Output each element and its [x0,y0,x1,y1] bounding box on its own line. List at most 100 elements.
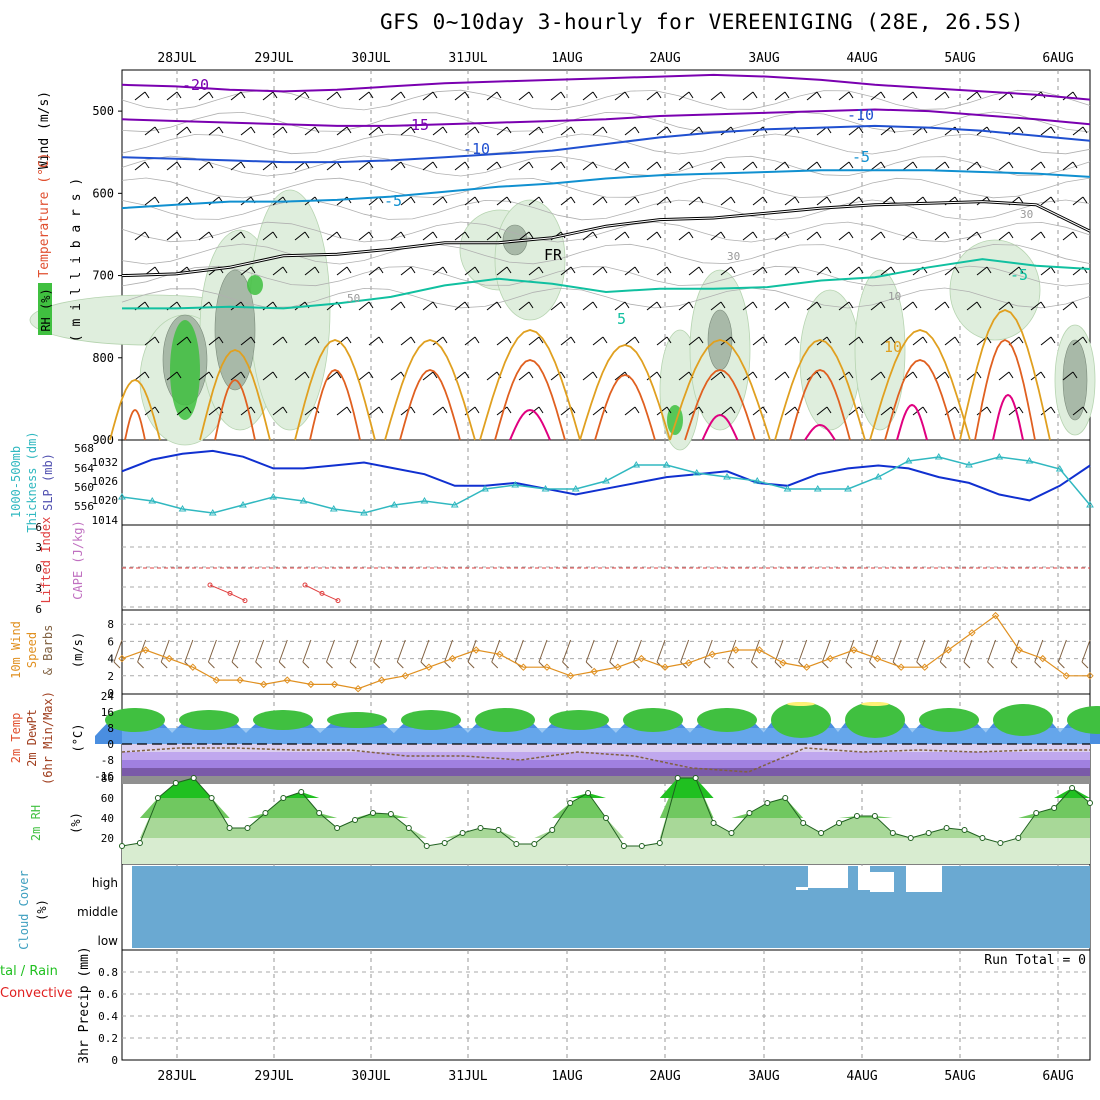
wind-barb-flag [858,336,864,344]
wind-barb-staff [464,196,476,206]
barb-staff [562,639,572,663]
wind-barb-flag [570,196,576,204]
temp-contour-10 [384,339,476,441]
wind-barb-flag [442,266,448,274]
barb-staff [1010,639,1020,663]
wind-speed-marker [637,654,646,663]
wind-barb-flag [496,301,502,309]
barb-staff [750,639,760,663]
rh-tick-label: 40 [101,812,114,825]
barb-flag [231,661,239,669]
cloud-level-label: low [98,934,119,948]
wind-barb [998,231,1014,241]
wind-barb-staff [390,301,402,311]
wind-barb [678,231,694,241]
wind-barb-flag [848,161,854,169]
wind-speed-marker [755,646,764,654]
wind-barb [198,91,214,101]
wind-barb-flag [698,406,704,414]
wind-barb-10m [869,639,878,669]
wind-barb-10m [396,639,406,669]
wind-barb-flag [634,126,640,134]
temp-band-below-zero [122,768,1090,776]
thickness-marker [844,485,852,492]
lifted-index-tick: 3 [35,541,42,554]
wind-barb-flag [1008,231,1014,239]
wind-barb-staff [496,196,508,206]
wind-barb-flag [1072,91,1078,99]
wind-barb [326,371,342,381]
wind-barb [678,161,694,171]
wind-barb-flag [1050,406,1056,414]
wind-barb-10m [373,639,383,669]
wind-barb-staff [710,91,722,101]
wind-barb-flag [592,231,598,239]
barb-flag [1081,661,1089,669]
wind-barb-flag [720,231,726,239]
wind-barb-flag [400,231,406,239]
wind-barb [166,161,182,171]
rh-marker [495,827,502,833]
rh-marker [387,811,394,817]
wind-barb-10m [255,639,265,669]
thickness-marker [450,501,459,508]
wind-barb-staff [528,196,540,206]
wind-barb [902,91,918,101]
wind-barb-flag [848,91,854,99]
wind-speed-marker [425,663,433,671]
temp-contour-20 [896,403,928,441]
rh-contour [121,155,1091,177]
wind-speed-marker [259,680,268,689]
wind-barb-staff [624,126,636,136]
wind-speed-marker [165,654,173,663]
wind-barb [944,266,960,276]
wind-barb-staff [784,196,796,206]
wind-barb [560,196,576,206]
wind-barb-flag [912,161,918,169]
slp-tick-label: 1020 [92,494,119,507]
temp-contour--15 [121,108,1091,127]
wind-barb-staff [294,371,306,381]
wind-barb-flag [218,126,224,134]
wind-barb-flag [698,336,704,344]
wind-barb-staff [582,301,594,311]
wind-barb-flag [762,196,768,204]
wind-barb-staff [1062,91,1074,101]
wind-barb-staff [486,371,498,381]
wind-barb-staff [496,126,508,136]
wind-barb-staff [262,371,274,381]
wind-barb-staff [454,91,466,101]
wind-barb [240,406,256,416]
wind-barb-flag [496,91,502,99]
wind-barb [806,231,822,241]
ylabel-barbs: & Barbs [41,625,55,676]
wind-barb-10m [326,639,335,669]
wind-barb-10m [467,639,477,669]
wind-barb-staff [966,91,978,101]
wind-barb [1072,126,1088,136]
wind-barb [1062,161,1078,171]
ylabel-thickness-unit: Thickness (dm) [25,431,39,532]
wind-barb [784,196,800,206]
wind-barb-staff [528,336,540,346]
wind-barb-10m [184,639,194,669]
ylabel-cape: CAPE (J/kg) [71,520,85,599]
wind-barb-flag [624,301,630,309]
wind-barb-flag [304,371,310,379]
wind-barb-flag [1072,161,1078,169]
barb-staff [184,639,194,663]
wind-speed-marker [543,663,551,671]
wind-barb-flag [624,91,630,99]
wind-barb-staff [848,336,860,346]
wind-speed-marker [968,629,976,637]
wind-barb [230,161,246,171]
wind-barb-staff [400,196,412,206]
barb-flag [255,661,263,669]
contour-label: -15 [402,116,429,134]
rh-marker [603,815,609,821]
wind-barb [272,266,288,276]
wind-barb-staff [614,161,626,171]
wind-barb-flag [1040,301,1046,309]
wind-barb-staff [358,371,370,381]
wind-barb-staff [774,91,786,101]
